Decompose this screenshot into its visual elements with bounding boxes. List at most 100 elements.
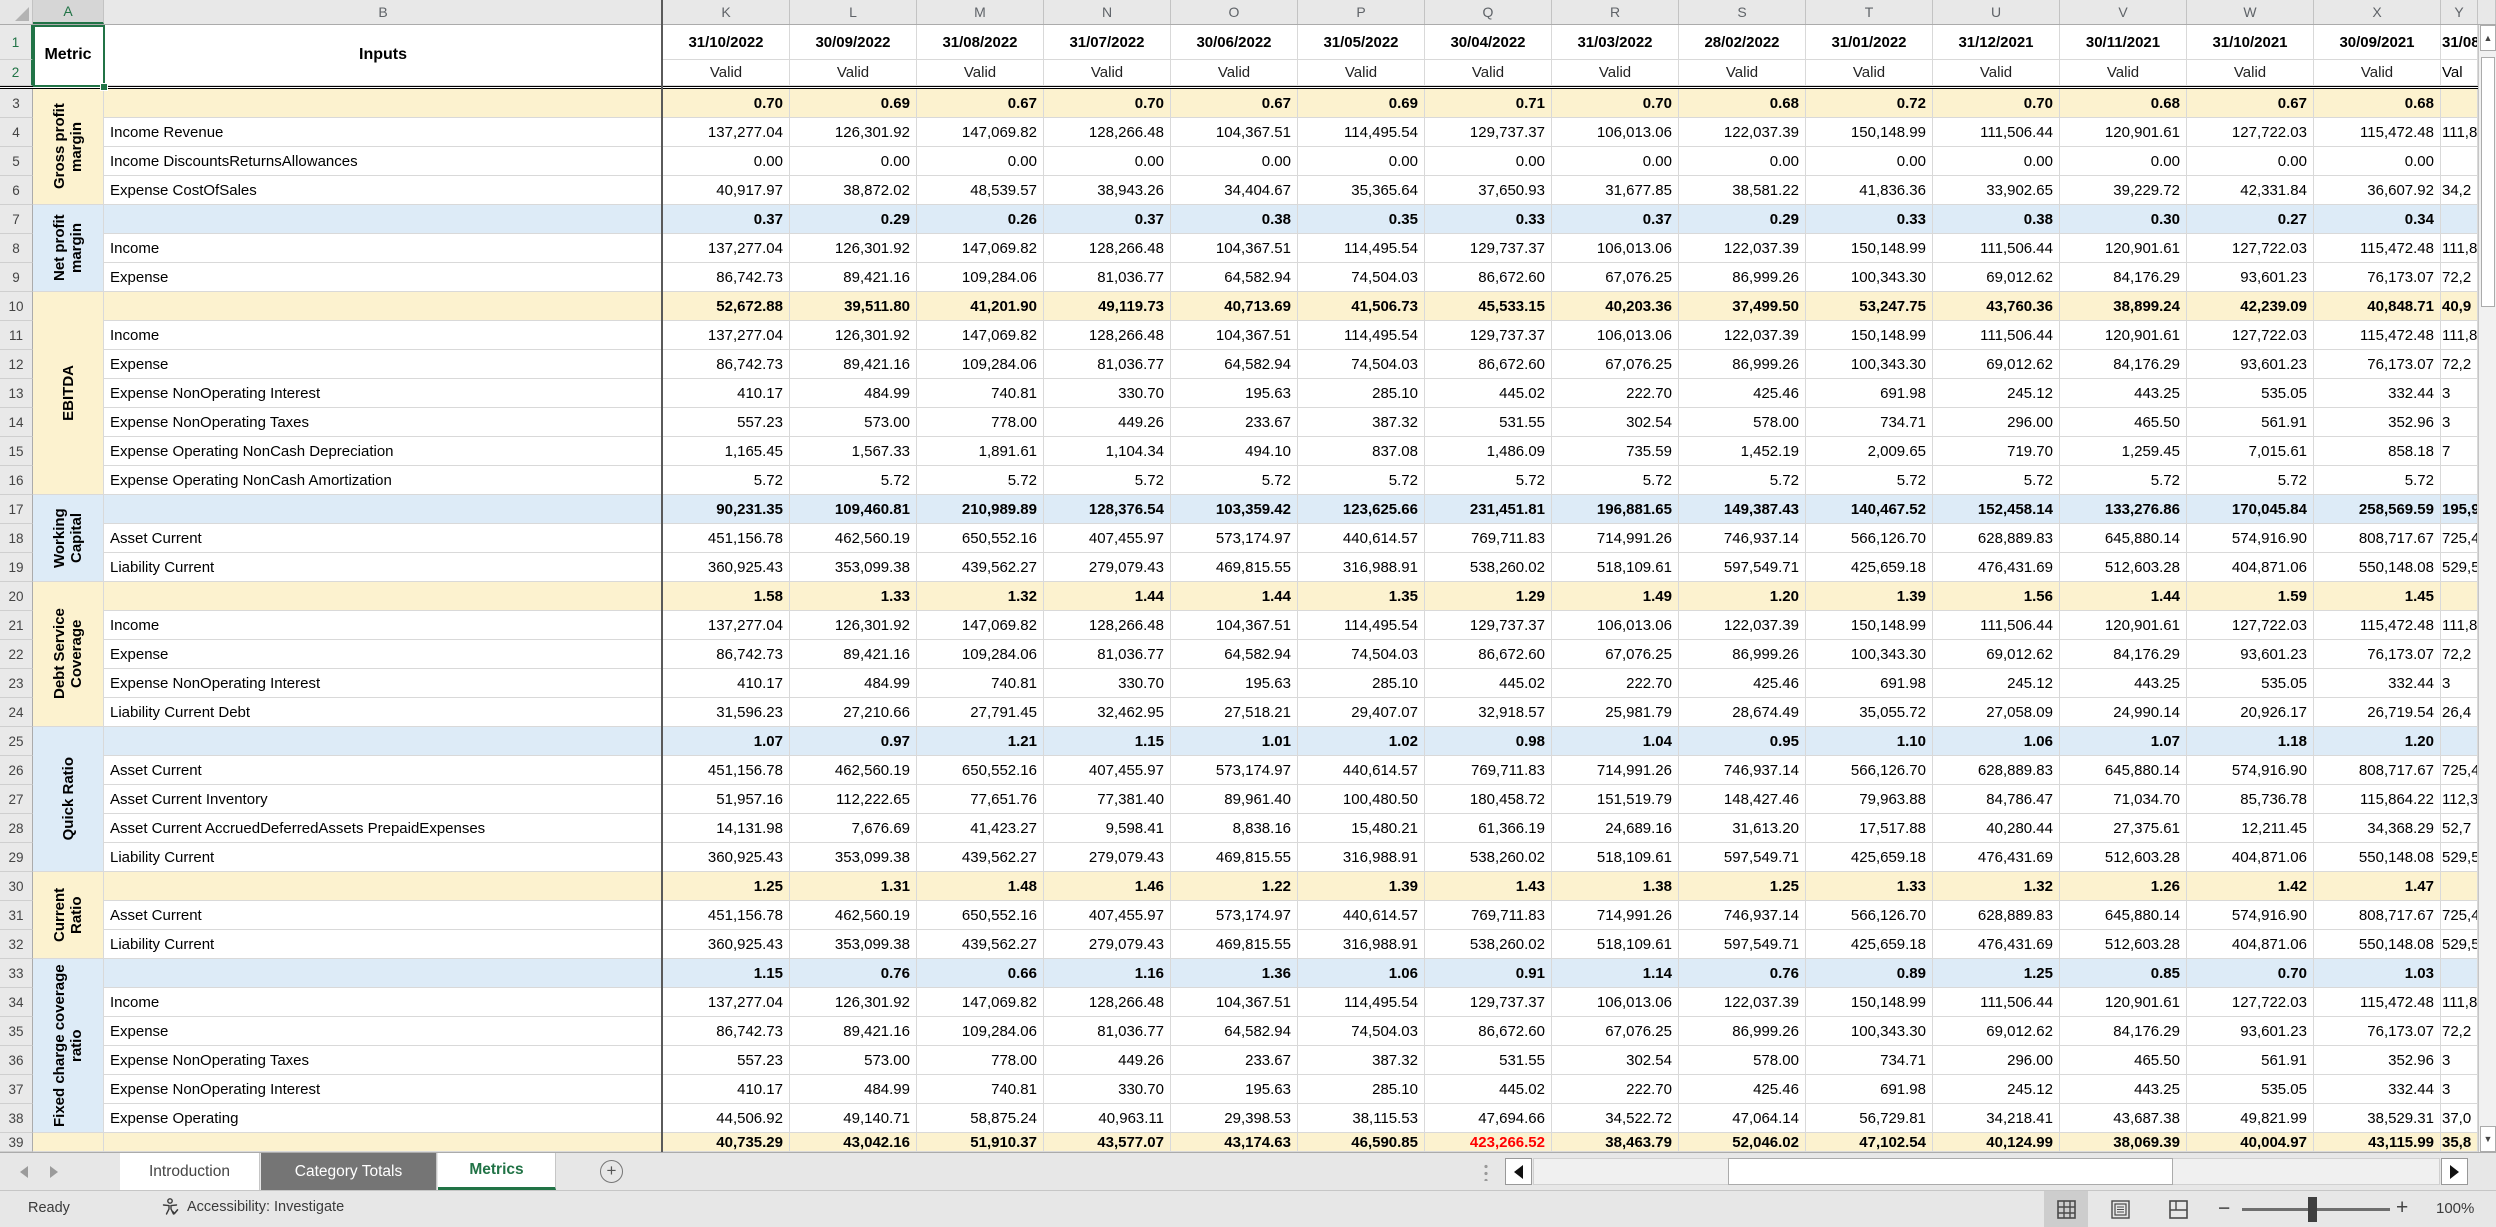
inputs-header-cell[interactable]: Inputs (104, 25, 663, 86)
value-cell[interactable]: 111,506.44 (1933, 988, 2060, 1017)
summary-value-cell[interactable]: 1.46 (1044, 872, 1171, 901)
input-label-cell[interactable]: Expense NonOperating Interest (104, 669, 663, 698)
summary-value-cell[interactable]: 1.42 (2187, 872, 2314, 901)
summary-value-cell[interactable]: 47,102.54 (1806, 1133, 1933, 1152)
value-cell[interactable]: 316,988.91 (1298, 843, 1425, 872)
value-cell[interactable]: 469,815.55 (1171, 843, 1298, 872)
summary-value-cell[interactable]: 41,201.90 (917, 292, 1044, 321)
value-cell[interactable]: 150,148.99 (1806, 611, 1933, 640)
value-cell[interactable]: 129,737.37 (1425, 611, 1552, 640)
value-cell[interactable]: 691.98 (1806, 1075, 1933, 1104)
value-cell[interactable]: 597,549.71 (1679, 553, 1806, 582)
column-header-x[interactable]: X (2314, 0, 2441, 24)
value-cell-partial[interactable]: 725,4 (2441, 901, 2478, 930)
summary-value-cell[interactable]: 38,069.39 (2060, 1133, 2187, 1152)
value-cell[interactable]: 115,472.48 (2314, 611, 2441, 640)
metric-block-label[interactable]: EBITDA (33, 292, 104, 495)
value-cell[interactable]: 86,672.60 (1425, 1017, 1552, 1046)
value-cell-partial[interactable]: 35,8 (2441, 1133, 2478, 1152)
value-cell[interactable]: 114,495.54 (1298, 321, 1425, 350)
value-cell[interactable]: 404,871.06 (2187, 843, 2314, 872)
row-header-7[interactable]: 7 (0, 205, 33, 234)
value-cell[interactable]: 597,549.71 (1679, 930, 1806, 959)
value-cell[interactable]: 25,981.79 (1552, 698, 1679, 727)
summary-value-cell[interactable]: 43,042.16 (790, 1133, 917, 1152)
value-cell[interactable]: 449.26 (1044, 408, 1171, 437)
value-cell[interactable]: 122,037.39 (1679, 988, 1806, 1017)
summary-value-cell[interactable]: 103,359.42 (1171, 495, 1298, 524)
column-header-n[interactable]: N (1044, 0, 1171, 24)
value-cell[interactable]: 476,431.69 (1933, 930, 2060, 959)
value-cell[interactable]: 115,472.48 (2314, 321, 2441, 350)
input-label-cell[interactable]: Liability Current (104, 553, 663, 582)
summary-label-cell[interactable] (104, 872, 663, 901)
summary-value-cell[interactable]: 1.49 (1552, 582, 1679, 611)
value-cell[interactable]: 650,552.16 (917, 756, 1044, 785)
value-cell[interactable]: 0.00 (790, 147, 917, 176)
value-cell[interactable]: 5.72 (663, 466, 790, 495)
value-cell[interactable]: 5.72 (2060, 466, 2187, 495)
input-label-cell[interactable]: Income (104, 321, 663, 350)
value-cell[interactable]: 451,156.78 (663, 756, 790, 785)
sheet-tab-metrics[interactable]: Metrics (438, 1153, 556, 1190)
summary-value-cell[interactable]: 0.67 (2187, 89, 2314, 118)
value-cell[interactable]: 462,560.19 (790, 524, 917, 553)
value-cell[interactable]: 279,079.43 (1044, 843, 1171, 872)
value-cell[interactable]: 425,659.18 (1806, 843, 1933, 872)
value-cell[interactable]: 352.96 (2314, 408, 2441, 437)
value-cell[interactable]: 111,506.44 (1933, 118, 2060, 147)
value-cell[interactable]: 330.70 (1044, 379, 1171, 408)
value-cell[interactable]: 645,880.14 (2060, 756, 2187, 785)
summary-value-cell[interactable]: 40,713.69 (1171, 292, 1298, 321)
horizontal-scrollbar-thumb[interactable] (1728, 1158, 2173, 1185)
summary-value-cell[interactable]: 43,115.99 (2314, 1133, 2441, 1152)
value-cell[interactable]: 561.91 (2187, 1046, 2314, 1075)
input-label-cell[interactable]: Expense Operating NonCash Amortization (104, 466, 663, 495)
value-cell[interactable]: 645,880.14 (2060, 901, 2187, 930)
value-cell[interactable]: 93,601.23 (2187, 1017, 2314, 1046)
summary-label-cell[interactable] (104, 1133, 663, 1152)
value-cell[interactable]: 38,872.02 (790, 176, 917, 205)
value-cell[interactable]: 714,991.26 (1552, 756, 1679, 785)
value-cell[interactable]: 296.00 (1933, 1046, 2060, 1075)
row-header-31[interactable]: 31 (0, 901, 33, 930)
value-cell[interactable]: 86,672.60 (1425, 350, 1552, 379)
value-cell[interactable]: 38,943.26 (1044, 176, 1171, 205)
value-cell[interactable]: 111,506.44 (1933, 321, 2060, 350)
input-label-cell[interactable]: Liability Current (104, 843, 663, 872)
summary-value-cell[interactable]: 43,577.07 (1044, 1133, 1171, 1152)
value-cell-partial[interactable]: 72,2 (2441, 263, 2478, 292)
value-cell-partial[interactable]: 111,8 (2441, 234, 2478, 263)
date-cell[interactable]: 31/08/2022 (917, 25, 1044, 60)
value-cell[interactable]: 484.99 (790, 1075, 917, 1104)
value-cell[interactable]: 150,148.99 (1806, 321, 1933, 350)
summary-value-cell[interactable]: 0.27 (2187, 205, 2314, 234)
value-cell[interactable]: 100,343.30 (1806, 350, 1933, 379)
value-cell[interactable]: 808,717.67 (2314, 524, 2441, 553)
value-cell[interactable]: 147,069.82 (917, 321, 1044, 350)
value-cell[interactable]: 106,013.06 (1552, 988, 1679, 1017)
value-cell-partial[interactable]: 112,3 (2441, 785, 2478, 814)
value-cell[interactable]: 512,603.28 (2060, 843, 2187, 872)
value-cell[interactable]: 735.59 (1552, 437, 1679, 466)
input-label-cell[interactable]: Income DiscountsReturnsAllowances (104, 147, 663, 176)
value-cell[interactable]: 37,650.93 (1425, 176, 1552, 205)
summary-label-cell[interactable] (104, 89, 663, 118)
value-cell[interactable]: 86,999.26 (1679, 350, 1806, 379)
value-cell[interactable]: 115,864.22 (2314, 785, 2441, 814)
value-cell[interactable]: 531.55 (1425, 1046, 1552, 1075)
value-cell[interactable]: 837.08 (1298, 437, 1425, 466)
value-cell[interactable]: 439,562.27 (917, 930, 1044, 959)
select-all-button[interactable] (0, 0, 33, 24)
summary-label-cell[interactable] (104, 582, 663, 611)
summary-value-cell[interactable]: 210,989.89 (917, 495, 1044, 524)
value-cell-partial[interactable] (2441, 727, 2478, 756)
input-label-cell[interactable]: Expense (104, 350, 663, 379)
value-cell[interactable]: 484.99 (790, 379, 917, 408)
column-header-r[interactable]: R (1552, 0, 1679, 24)
value-cell[interactable]: 245.12 (1933, 379, 2060, 408)
value-cell[interactable]: 0.00 (663, 147, 790, 176)
value-cell[interactable]: 512,603.28 (2060, 553, 2187, 582)
value-cell[interactable]: 535.05 (2187, 1075, 2314, 1104)
value-cell[interactable]: 129,737.37 (1425, 988, 1552, 1017)
